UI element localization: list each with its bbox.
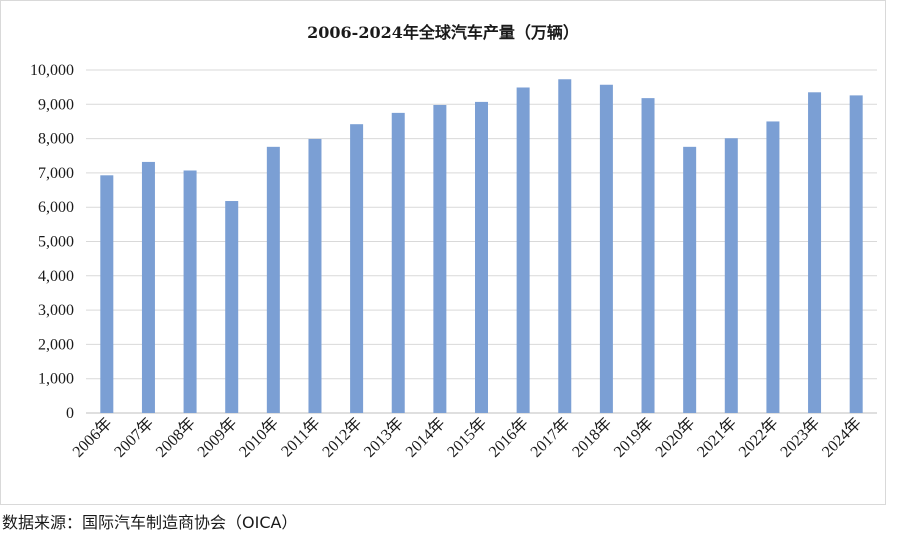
bar-2011年 — [308, 138, 322, 413]
bar-2007年 — [141, 161, 155, 413]
x-tick-label: 2015年 — [444, 414, 491, 461]
bars — [100, 79, 863, 414]
bar-2010年 — [266, 146, 280, 413]
x-tick-label: 2017年 — [527, 414, 574, 461]
bar-2024年 — [849, 95, 863, 413]
y-tick-label: 3,000 — [38, 302, 74, 319]
y-tick-label: 8,000 — [38, 131, 74, 148]
x-tick-label: 2024年 — [818, 414, 865, 461]
bar-2008年 — [183, 170, 197, 413]
x-tick-label: 2009年 — [194, 414, 241, 461]
bar-2009年 — [225, 201, 239, 413]
x-tick-label: 2014年 — [402, 414, 449, 461]
x-tick-label: 2016年 — [485, 414, 532, 461]
bar-2019年 — [641, 98, 655, 413]
x-tick-label: 2020年 — [652, 414, 699, 461]
x-tick-label: 2023年 — [777, 414, 824, 461]
bar-2014年 — [433, 104, 447, 414]
bar-2023年 — [808, 92, 822, 414]
chart-title: 2006-2024年全球汽车产量（万辆） — [307, 23, 579, 42]
y-tick-label: 6,000 — [38, 199, 74, 216]
y-axis-tick-labels: 0 1,000 2,000 3,000 4,000 5,000 6,000 7,000 8,00… — [30, 62, 74, 422]
x-tick-label: 2007年 — [111, 414, 158, 461]
y-tick-label: 10,000 — [30, 62, 74, 79]
x-tick-label: 2010年 — [235, 414, 282, 461]
x-tick-label: 2021年 — [693, 414, 740, 461]
bar-2013年 — [391, 112, 405, 413]
bar-2022年 — [766, 121, 780, 413]
bar-chart: 2006-2024年全球汽车产量（万辆） 0 1,000 2,000 3,000 4,0… — [30, 23, 877, 461]
x-tick-label: 2012年 — [319, 414, 366, 461]
bar-2012年 — [350, 124, 364, 413]
x-tick-label: 2011年 — [278, 414, 324, 460]
bar-2020年 — [683, 146, 697, 413]
bar-2018年 — [599, 84, 613, 414]
chart-frame — [0, 0, 886, 505]
bar-2015年 — [475, 101, 488, 414]
y-tick-label: 7,000 — [38, 165, 74, 182]
x-tick-label: 2022年 — [735, 414, 782, 461]
y-tick-label: 5,000 — [38, 234, 74, 251]
x-tick-label: 2008年 — [152, 414, 199, 461]
bar-2021年 — [724, 138, 738, 413]
y-tick-label: 2,000 — [38, 336, 74, 353]
x-tick-label: 2013年 — [360, 414, 407, 461]
y-tick-label: 9,000 — [38, 96, 74, 113]
bar-2006年 — [100, 175, 114, 413]
x-tick-label: 2006年 — [69, 414, 116, 461]
x-tick-label: 2018年 — [569, 414, 616, 461]
source-note: 数据来源：国际汽车制造商协会（OICA） — [2, 513, 298, 532]
x-tick-label: 2019年 — [610, 414, 657, 461]
y-tick-label: 0 — [66, 405, 74, 422]
y-tick-label: 4,000 — [38, 268, 74, 285]
x-axis-tick-labels: 2006年2007年2008年2009年2010年2011年2012年2013年… — [69, 414, 865, 461]
bar-2017年 — [558, 79, 572, 414]
bar-2016年 — [516, 87, 530, 414]
y-tick-label: 1,000 — [38, 371, 74, 388]
